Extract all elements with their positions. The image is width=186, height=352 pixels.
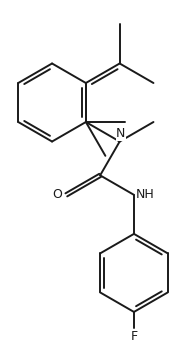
Text: N: N: [116, 127, 126, 140]
Text: O: O: [52, 188, 62, 201]
Text: F: F: [130, 329, 137, 342]
Text: NH: NH: [136, 188, 155, 201]
